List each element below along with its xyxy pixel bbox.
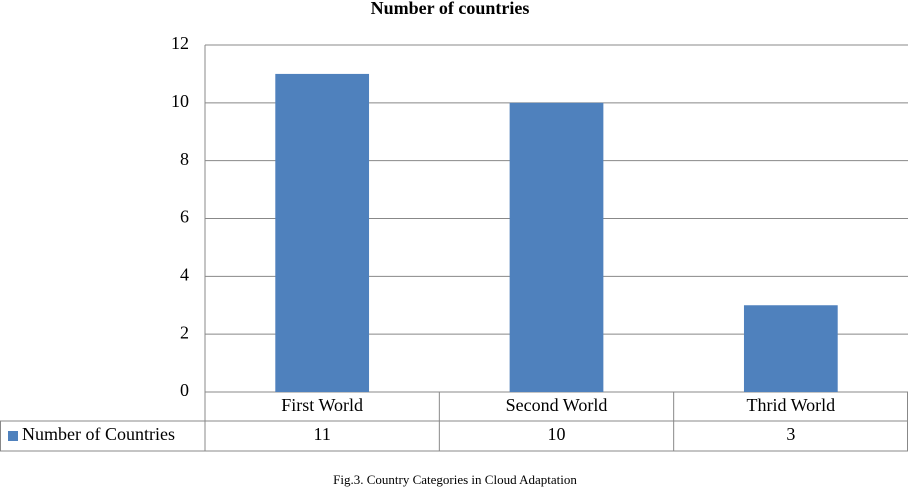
x-tick-label: Thrid World — [746, 395, 835, 415]
caption: Fig.3. Country Categories in Cloud Adapt… — [333, 472, 577, 487]
y-tick-label: 4 — [180, 264, 189, 284]
y-tick-label: 8 — [180, 149, 189, 169]
y-tick-label: 0 — [180, 380, 189, 400]
bar — [743, 305, 838, 392]
y-tick-label: 12 — [171, 33, 189, 53]
chart-title: Number of countries — [371, 0, 530, 18]
bar — [509, 102, 604, 392]
x-tick-label: First World — [281, 395, 363, 415]
y-tick-label: 6 — [180, 207, 189, 227]
table-value: 10 — [548, 424, 566, 444]
bar — [275, 73, 370, 393]
legend-label: Number of Countries — [22, 424, 175, 444]
y-tick-label: 10 — [171, 91, 189, 111]
legend-key — [8, 431, 18, 441]
y-tick-label: 2 — [180, 322, 189, 342]
x-tick-label: Second World — [506, 395, 608, 415]
table-value: 11 — [313, 424, 330, 444]
table-value: 3 — [786, 424, 795, 444]
